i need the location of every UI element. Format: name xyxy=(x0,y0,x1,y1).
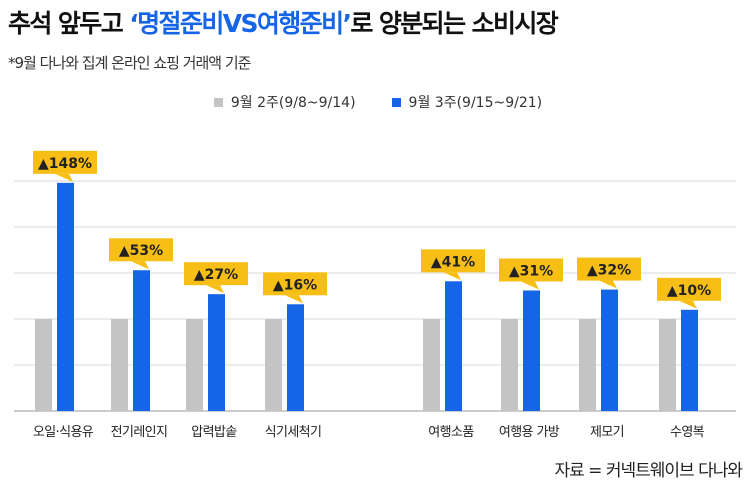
category-label: 여행용 가방 xyxy=(499,424,560,440)
data-label: ▲41% xyxy=(431,254,475,270)
title-part2: 로 양분되는 소비시장 xyxy=(350,9,558,38)
legend-item-week3: 9월 3주(9/15~9/21) xyxy=(391,92,543,112)
data-label: ▲10% xyxy=(667,283,711,299)
data-label: ▲16% xyxy=(273,277,317,293)
data-label-box xyxy=(33,150,97,174)
data-label-pointer xyxy=(131,261,149,270)
legend-item-week2: 9월 2주(9/8~9/14) xyxy=(213,92,356,112)
category-label: 제모기 xyxy=(590,425,624,440)
data-label-pointer xyxy=(679,300,697,309)
bar-week2 xyxy=(423,319,440,411)
data-label-box xyxy=(184,262,248,286)
bar-week3 xyxy=(601,289,618,411)
data-label: ▲31% xyxy=(509,263,553,279)
data-label-pointer xyxy=(599,280,617,289)
bar-week2 xyxy=(579,319,596,411)
source-note: 자료 = 커넥트웨이브 다나와 xyxy=(554,461,743,481)
category-label: 압력밥솥 xyxy=(191,425,237,440)
chart-title: 추석 앞두고 ‘명절준비VS여행준비’로 양분되는 소비시장 xyxy=(8,4,559,40)
legend-label-week3: 9월 3주(9/15~9/21) xyxy=(408,95,543,111)
data-label: ▲32% xyxy=(587,263,631,279)
data-label-pointer xyxy=(55,173,73,182)
legend-label-week2: 9월 2주(9/8~9/14) xyxy=(230,95,356,111)
category-label: 오일·식용유 xyxy=(33,425,94,440)
bar-week3 xyxy=(445,281,462,411)
title-highlight: ‘명절준비VS여행준비’ xyxy=(129,9,352,38)
bar-week3 xyxy=(57,182,74,411)
bar-week3 xyxy=(287,304,304,411)
data-label-box xyxy=(657,277,721,301)
category-label: 수영복 xyxy=(670,425,705,440)
legend-swatch-week3 xyxy=(391,97,401,107)
category-label: 전기레인지 xyxy=(111,425,168,440)
data-label-box xyxy=(263,272,327,296)
chart-subtitle: *9월 다나와 집계 온라인 쇼핑 거래액 기준 xyxy=(8,54,251,72)
legend: 9월 2주(9/8~9/14) 9월 3주(9/15~9/21) xyxy=(0,92,756,112)
data-label-box xyxy=(421,249,485,273)
category-label: 여행소품 xyxy=(428,424,474,440)
category-label: 식기세척기 xyxy=(265,425,322,440)
bar-week2 xyxy=(186,319,203,411)
data-label-pointer xyxy=(521,281,539,290)
bar-week3 xyxy=(523,290,540,411)
data-label: ▲27% xyxy=(194,267,238,283)
bar-week2 xyxy=(501,319,518,411)
data-label-pointer xyxy=(206,285,224,294)
bar-week3 xyxy=(133,270,150,411)
bar-week2 xyxy=(35,319,52,411)
data-label-box xyxy=(499,258,563,282)
title-part1: 추석 앞두고 xyxy=(8,9,130,38)
bar-week2 xyxy=(659,319,676,411)
data-label-pointer xyxy=(443,272,461,281)
bar-week2 xyxy=(265,319,282,411)
legend-swatch-week2 xyxy=(213,97,223,107)
data-label-pointer xyxy=(285,295,303,304)
bar-week2 xyxy=(111,319,128,411)
data-label: ▲148% xyxy=(38,156,92,172)
data-label-box xyxy=(577,257,641,281)
data-label: ▲53% xyxy=(119,243,163,259)
bar-week3 xyxy=(208,294,225,411)
data-label-box xyxy=(109,238,173,262)
bar-week3 xyxy=(681,309,698,411)
